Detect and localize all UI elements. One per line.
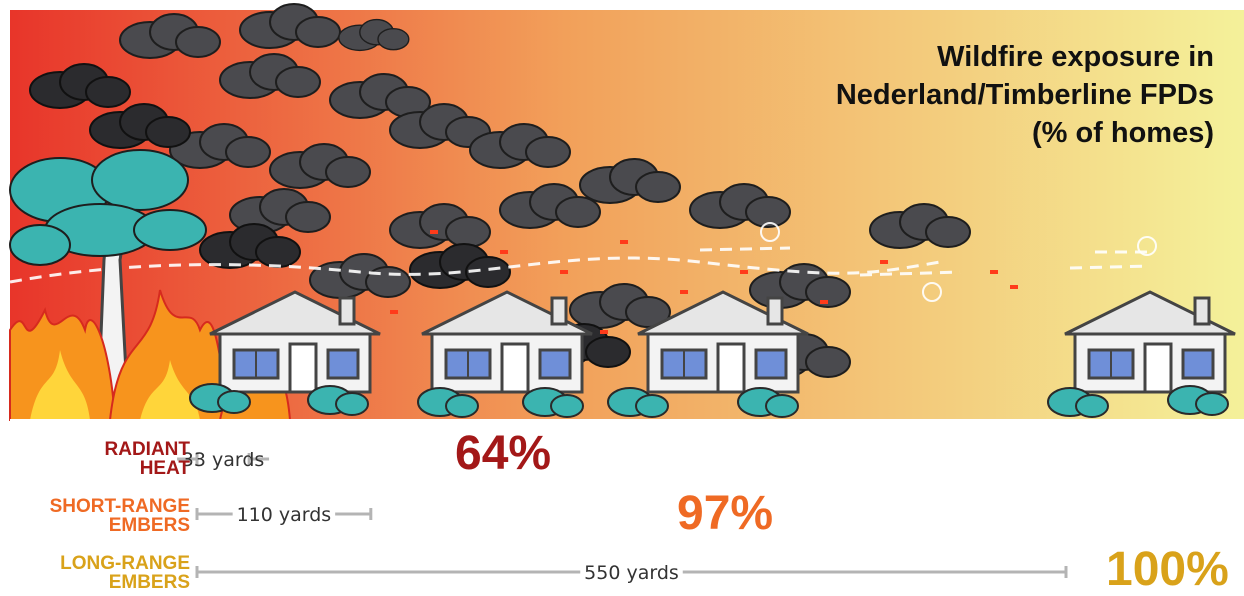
distance-label-radiant-heat: 33 yards [182, 449, 265, 471]
percent-long-range-embers: 100% [1106, 543, 1229, 596]
row-label-short-range-embers-line-2: EMBERS [108, 515, 190, 536]
chart-title-line-3: (% of homes) [1031, 117, 1214, 149]
row-label-radiant-heat-line-2: HEAT [139, 458, 190, 479]
percent-short-range-embers: 97% [677, 487, 774, 540]
row-label-short-range-embers: SHORT-RANGE EMBERS [0, 497, 190, 535]
row-label-radiant-heat-line-1: RADIANT [104, 439, 191, 460]
percent-radiant-heat: 64% [455, 427, 552, 480]
chart-title: Wildfire exposure in Nederland/Timberlin… [794, 38, 1214, 152]
distance-label-short-range-embers: 110 yards [237, 504, 332, 526]
row-label-long-range-embers: LONG-RANGE EMBERS [0, 554, 190, 592]
row-label-long-range-embers-line-2: EMBERS [108, 572, 190, 593]
chart-title-line-1: Wildfire exposure in [937, 41, 1214, 73]
row-label-short-range-embers-line-1: SHORT-RANGE [49, 496, 190, 517]
row-label-radiant-heat: RADIANT HEAT [0, 439, 191, 479]
chart-title-line-2: Nederland/Timberline FPDs [835, 79, 1214, 111]
distance-label-long-range-embers: 550 yards [584, 562, 679, 584]
row-label-long-range-embers-line-1: LONG-RANGE [60, 553, 190, 574]
